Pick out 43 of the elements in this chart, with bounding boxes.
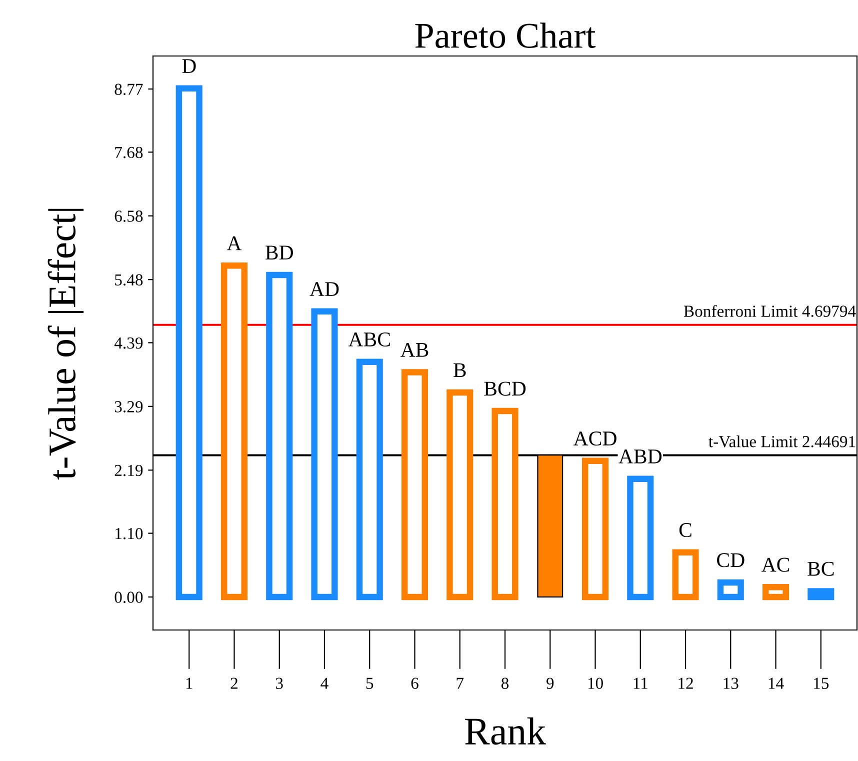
y-tick-label: 8.77 [114,84,143,96]
annotation: ABD [618,450,662,464]
y-tick-label: 0.00 [114,592,143,604]
chart-title: Pareto Chart [415,22,596,48]
x-tick-label: 11 [634,678,648,689]
ref-line-label: t-Value Limit 2.44691 [708,436,856,448]
x-tick-label: 8 [501,678,509,689]
x-tick-label: 12 [678,678,693,689]
annotation: B [454,363,466,378]
x-tick-label: 2 [230,678,238,689]
annotation: A [226,236,242,250]
annotation: AB [400,342,428,357]
y-tick-label: 6.58 [114,210,143,222]
x-tick-label: 10 [588,678,603,689]
x-tick-label: 4 [320,678,328,689]
x-tick-label: 13 [724,678,738,689]
y-tick-label: 4.39 [114,337,143,349]
annotation: BCD [484,382,526,396]
annotation: ABC [348,332,390,346]
y-tick-label: 2.19 [114,464,143,476]
annotation: AD [310,282,339,296]
y-tick-label: 5.48 [115,274,143,286]
ref-line-label: Bonferroni Limit 4.69794 [684,304,856,317]
x-tick-label: 5 [366,678,374,689]
x-tick-label: 7 [456,678,464,689]
x-tick-label: 3 [276,678,283,689]
annotation: ACD [573,432,616,446]
annotation: BC [808,562,834,576]
x-tick-label: 14 [768,678,784,689]
x-tick-label: 9 [546,678,554,689]
y-tick-label: 3.29 [114,401,143,412]
annotation: CD [717,553,744,568]
annotation: AC [762,558,790,572]
y-tick-label: 1.10 [116,528,143,540]
x-tick-label: 15 [814,678,829,689]
x-tick-label: 1 [186,678,192,689]
x-axis-title: Rank [465,717,546,745]
annotation: BD [265,246,293,260]
y-tick-label: 7.68 [115,146,143,158]
annotation: D [182,59,196,73]
x-tick-label: 6 [411,678,418,689]
y-axis-title: t-Value of |Effect| [48,208,84,480]
annotation: C [679,523,692,538]
